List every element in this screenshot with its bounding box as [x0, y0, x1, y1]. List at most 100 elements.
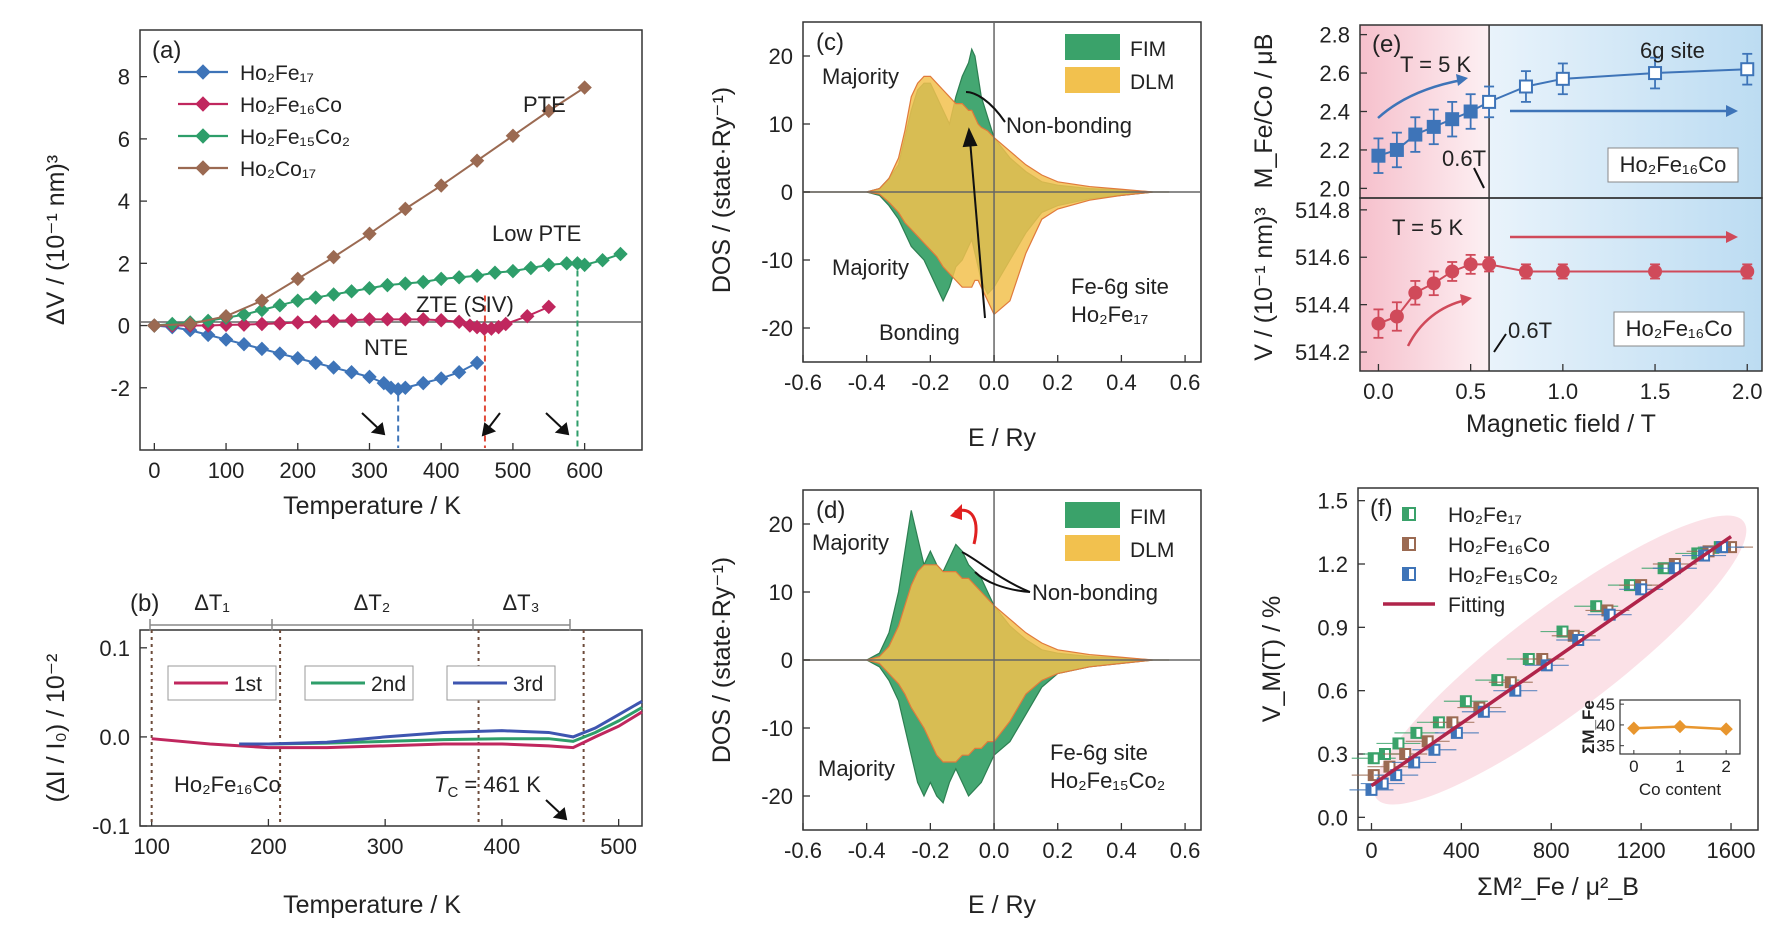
point-5: [1463, 257, 1478, 272]
x-tick-label-2: 200: [279, 458, 316, 483]
series-1-point-15: [416, 312, 431, 327]
point-9: [1648, 264, 1663, 279]
panel-b-interval-2: ΔT₂: [354, 590, 391, 615]
area-dlm: [803, 75, 1170, 316]
point-5: [1463, 104, 1478, 119]
series-1-point-8: [290, 315, 305, 330]
y-tick-label-0: -2: [110, 376, 130, 401]
panel-c-bonding-arrow-head: [962, 127, 978, 148]
y-tick-label-1: -10: [761, 716, 793, 741]
series-2-point-fill-5: [1451, 727, 1457, 738]
panel-d-pointer-arrows: [961, 551, 1031, 593]
y-tick-label-5: 1.5: [1317, 489, 1348, 514]
series-2-point-fill-7: [1510, 685, 1516, 696]
panel-a-marker-lines: [397, 270, 579, 448]
x-tick-label-1: 400: [1443, 838, 1480, 863]
series-0-point-fill-0: [1368, 753, 1374, 764]
panel-e-top-ylabel: M_Fe/Co / μB: [1250, 34, 1278, 189]
x-tick-label-4: 0.2: [1042, 370, 1073, 395]
y-tick-label-1: 2.2: [1319, 138, 1350, 163]
panel-d-legend: FIM DLM: [1065, 502, 1174, 562]
legend-label-0: FIM: [1130, 506, 1166, 529]
series-3-point-4: [290, 271, 305, 287]
panel-a-arrow-nte-head: [370, 422, 386, 436]
legend-marker-fill-1: [1403, 538, 1409, 550]
y-tick-label-2: 2: [118, 251, 130, 276]
inset-x-tick-label-1: 1: [1675, 757, 1684, 776]
y-tick-label-0: -0.1: [92, 814, 130, 839]
panel-a-arrow-zte-head: [481, 422, 497, 437]
panel-e-bottom-rise-arrow-head: [1460, 294, 1472, 306]
fit-line: [1370, 535, 1733, 788]
panel-f-label: (f): [1370, 495, 1393, 522]
legend-marker-3: [195, 160, 211, 176]
series-2-point-fill-14: [1717, 542, 1723, 553]
panel-a-arrow-low-pte-head: [554, 422, 570, 436]
panel-c-bonding-arrow: [969, 139, 986, 319]
series-1-point-11: [344, 313, 359, 328]
series-3-point-6: [362, 226, 377, 241]
legend-label-1: DLM: [1130, 71, 1174, 94]
series-0-point-18: [433, 371, 449, 386]
inset-x-tick-label-0: 0: [1629, 757, 1638, 776]
series-1-point-fill-8: [1568, 630, 1574, 641]
panel-e-bottom-field-pointer: [1493, 333, 1507, 353]
series-2-point-12: [362, 281, 377, 296]
x-tick-label-1: -0.4: [848, 370, 886, 395]
panel-e-bottom-series: [1371, 253, 1755, 339]
panel-b-frame: [139, 629, 643, 827]
panel-b-interval-1: ΔT₁: [194, 590, 230, 615]
panel-c-pointer-arrows: [962, 91, 1006, 319]
inset-y-tick-label-1: 40: [1596, 716, 1615, 735]
panel-d-majority-top: Majority: [812, 530, 889, 555]
series-2-point-10: [326, 287, 341, 302]
panel-f-legend: Ho₂Fe₁₇ Ho₂Fe₁₆Co Ho₂Fe₁₅Co₂ Fitting: [1383, 504, 1558, 617]
series-1-point-fill-7: [1537, 654, 1543, 664]
series-0-point-9: [308, 355, 323, 371]
series-0-point-fill-5: [1460, 696, 1466, 707]
point-4: [1445, 264, 1460, 279]
series-0-point-10: [326, 360, 341, 375]
x-tick-label-3: 1.5: [1640, 379, 1671, 404]
panel-a-legend: Ho₂Fe₁₇ Ho₂Fe₁₆Co Ho₂Fe₁₅Co₂ Ho₂Co₁₇: [178, 62, 350, 181]
x-tick-label-1: 100: [208, 458, 245, 483]
panel-f-xlabel: ΣM²_Fe / μ²_B: [1477, 873, 1639, 901]
series-3-point-10: [505, 128, 521, 143]
series-1-point-9: [308, 314, 323, 330]
panel-c-majority-top: Majority: [822, 64, 899, 89]
x-tick-label-0: -0.6: [784, 838, 822, 863]
panel-e-top-compound: Ho₂Fe₁₆Co: [1620, 152, 1727, 177]
y-tick-label-4: 2.8: [1319, 23, 1350, 48]
panel-e-top-rise-arrow: [1377, 78, 1463, 119]
panel-b-ylabel: (ΔI / I₀) / 10⁻²: [42, 654, 70, 803]
panel-c-compound: Ho₂Fe₁₇: [1071, 302, 1148, 327]
panel-f-confidence-band: [1373, 515, 1747, 805]
legend-marker-fill-2: [1403, 568, 1409, 580]
panel-e-top-temperature: T = 5 K: [1400, 52, 1471, 77]
panel-f-inset-xlabel: Co content: [1639, 780, 1721, 799]
series-2-point-13: [380, 277, 395, 293]
x-tick-label-0: 100: [133, 834, 170, 859]
series-2-point-23: [559, 256, 574, 271]
legend-label-1: DLM: [1130, 539, 1174, 562]
series-2-point-fill-1: [1377, 778, 1383, 789]
point-10: [1740, 62, 1755, 77]
panel-a-low-pte-label: Low PTE: [492, 221, 581, 246]
series-3-point-3: [254, 293, 270, 308]
series-3-point-12: [577, 80, 592, 95]
legend-label-1: Ho₂Fe₁₆Co: [1448, 534, 1550, 557]
panel-d-nonbonding-arrow-1: [961, 551, 1031, 593]
x-tick-label-6: 0.6: [1170, 838, 1201, 863]
series-2-point-11: [344, 284, 359, 299]
series-0-point-fill-3: [1411, 727, 1417, 738]
series-1-point-10: [326, 313, 341, 329]
panel-e-bottom-frame: [1359, 197, 1763, 372]
y-tick-label-0: -20: [761, 316, 793, 341]
y-tick-label-1: 0: [118, 314, 130, 339]
panel-e-top-rise-arrow-head: [1456, 74, 1468, 86]
series-2-point-7: [272, 298, 288, 313]
series-2-point-20: [505, 263, 521, 279]
series-2-point-fill-11: [1636, 584, 1642, 595]
series-0-point-19: [451, 365, 467, 380]
